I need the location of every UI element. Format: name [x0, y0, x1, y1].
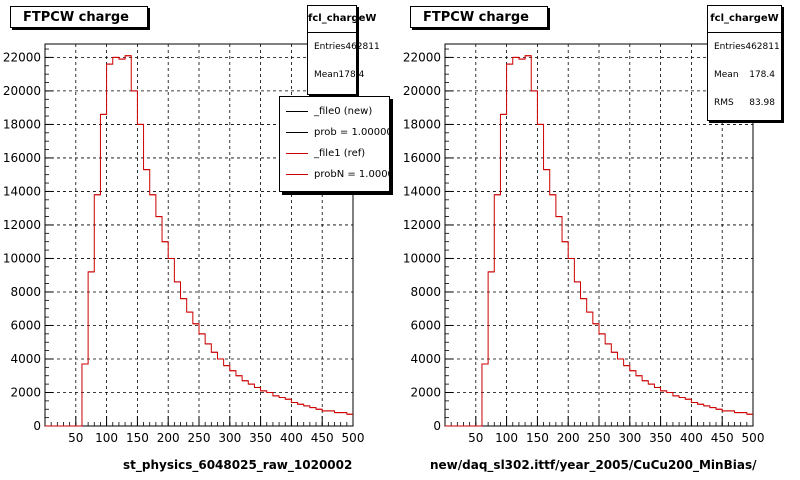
stats-box-right: fcl_chargeW Entries 462811 Mean 178.4 RM…: [707, 5, 782, 121]
y-tick-label: 0: [433, 419, 441, 433]
x-tick-label: 350: [249, 431, 272, 445]
stats-label: Entries: [314, 42, 346, 52]
legend-entry: probN = 1.000000: [280, 164, 389, 185]
y-tick-label: 2000: [410, 385, 441, 399]
x-tick-label: 150: [526, 431, 549, 445]
stats-value: 83.98: [749, 98, 775, 108]
stats-title-left: fcl_chargeW: [308, 6, 376, 33]
y-tick-label: 16000: [403, 151, 441, 165]
legend-swatch: [286, 174, 308, 175]
stats-row-mean-right: Mean 178.4: [708, 61, 781, 89]
y-tick-label: 16000: [3, 151, 41, 165]
plot-frame: [44, 43, 354, 427]
legend-swatch: [286, 111, 308, 112]
x-tick-label: 500: [342, 431, 365, 445]
histogram-plot-right: 0 2000 4000 6000 8000 10000 12000 14000 16000 180…: [403, 43, 765, 445]
x-tick-label: 500: [742, 431, 765, 445]
legend-label: _file0 (new): [314, 106, 373, 117]
legend-label: probN = 1.000000: [314, 169, 389, 180]
stats-box-left: fcl_chargeW Entries 462811 Mean 178.4: [307, 5, 380, 95]
y-tick-label: 10000: [403, 251, 441, 265]
y-tick-label: 0: [33, 419, 41, 433]
y-tick-label: 4000: [10, 352, 41, 366]
y-tick-label: 20000: [3, 84, 41, 98]
y-tick-label: 14000: [403, 184, 441, 198]
legend-box: _file0 (new) prob = 1.000000 _file1 (ref…: [279, 96, 390, 192]
y-tick-label: 10000: [3, 251, 41, 265]
legend-label: prob = 1.000000: [314, 127, 389, 138]
stats-value: 462811: [745, 42, 780, 52]
y-tick-label: 6000: [410, 318, 441, 332]
x-tick-label: 300: [618, 431, 641, 445]
y-tick-label: 18000: [403, 117, 441, 131]
stats-label: Mean: [714, 70, 739, 80]
y-tick-label: 20000: [403, 84, 441, 98]
y-tick-label: 2000: [10, 385, 41, 399]
y-tick-label: 12000: [3, 218, 41, 232]
x-tick-label: 400: [680, 431, 703, 445]
x-tick-label: 450: [311, 431, 334, 445]
x-tick-label: 300: [218, 431, 241, 445]
y-tick-label: 22000: [3, 50, 41, 64]
stats-value: 178.4: [749, 70, 775, 80]
chart-title-left: FTPCW charge: [10, 6, 148, 28]
stats-label: Mean: [314, 70, 339, 80]
chart-title-right: FTPCW charge: [410, 6, 548, 28]
y-tick-label: 8000: [10, 285, 41, 299]
stats-value: 178.4: [338, 70, 365, 80]
stats-row-rms-right: RMS 83.98: [708, 89, 781, 117]
y-tick-label: 12000: [403, 218, 441, 232]
x-tick-label: 400: [280, 431, 303, 445]
x-tick-label: 350: [649, 431, 672, 445]
x-tick-label: 250: [188, 431, 211, 445]
x-tick-label: 250: [588, 431, 611, 445]
x-axis-label-left: st_physics_6048025_raw_1020002: [123, 458, 353, 472]
x-tick-label: 50: [68, 431, 83, 445]
legend-swatch: [286, 153, 308, 154]
legend-label: _file1 (ref): [314, 148, 366, 159]
x-tick-label: 200: [557, 431, 580, 445]
y-tick-label: 6000: [10, 318, 41, 332]
x-tick-label: 200: [157, 431, 180, 445]
stats-title-right: fcl_chargeW: [708, 6, 781, 33]
x-tick-label: 150: [126, 431, 149, 445]
histogram-plot-left: 0 2000 4000 6000 8000 10000 12000 14000 16000 180…: [3, 43, 365, 445]
y-tick-label: 14000: [3, 184, 41, 198]
y-tick-label: 18000: [3, 117, 41, 131]
legend-entry: prob = 1.000000: [280, 122, 389, 143]
x-tick-label: 450: [711, 431, 734, 445]
stats-label: Entries: [714, 42, 746, 52]
stats-value: 462811: [345, 42, 380, 52]
legend-entry: _file0 (new): [280, 101, 389, 122]
stats-label: RMS: [714, 98, 734, 108]
plot-frame: [444, 43, 754, 427]
stats-row-entries-right: Entries 462811: [708, 33, 781, 61]
y-tick-label: 8000: [410, 285, 441, 299]
x-axis-label-right: new/daq_sl302.ittf/year_2005/CuCu200_Min…: [430, 458, 757, 472]
y-tick-label: 4000: [410, 352, 441, 366]
x-tick-label: 100: [495, 431, 518, 445]
x-tick-label: 100: [95, 431, 118, 445]
legend-entry: _file1 (ref): [280, 143, 389, 164]
stats-row-entries-left: Entries 462811: [308, 33, 380, 61]
y-tick-label: 22000: [403, 50, 441, 64]
stats-row-mean-left: Mean 178.4: [308, 61, 364, 89]
x-tick-label: 50: [468, 431, 483, 445]
legend-swatch: [286, 132, 308, 133]
